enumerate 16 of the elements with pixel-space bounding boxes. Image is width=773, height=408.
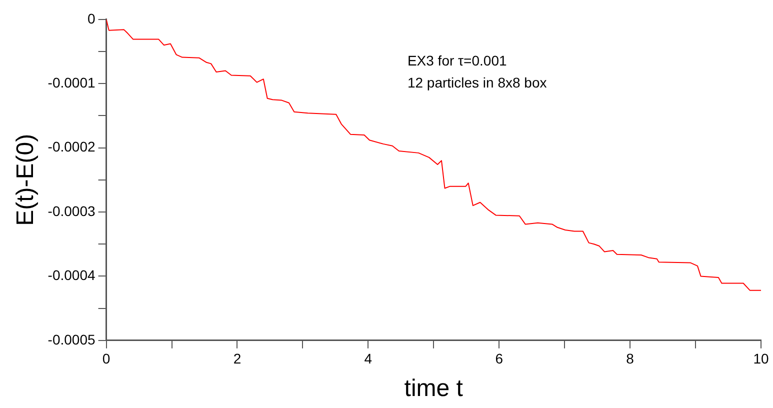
x-axis-title: time t — [404, 375, 464, 402]
y-tick-label: -0.0003 — [48, 202, 96, 219]
x-tick-label: 0 — [102, 350, 110, 367]
y-tick-label: -0.0005 — [48, 331, 96, 348]
x-tick-label: 2 — [233, 350, 242, 367]
annotation: EX3 for τ=0.001 — [407, 52, 507, 68]
annotation: 12 particles in 8x8 box — [407, 74, 547, 90]
y-tick-label: -0.0002 — [48, 138, 96, 155]
y-axis-title: E(t)-E(0) — [12, 134, 40, 226]
x-tick-label: 10 — [753, 350, 769, 367]
x-tick-label: 6 — [495, 350, 504, 367]
x-tick-label: 8 — [626, 350, 634, 367]
y-tick-label: -0.0004 — [48, 267, 96, 284]
y-tick-label: -0.0001 — [48, 74, 96, 90]
y-tick-label: 0 — [87, 10, 96, 26]
x-tick-label: 4 — [364, 350, 372, 367]
